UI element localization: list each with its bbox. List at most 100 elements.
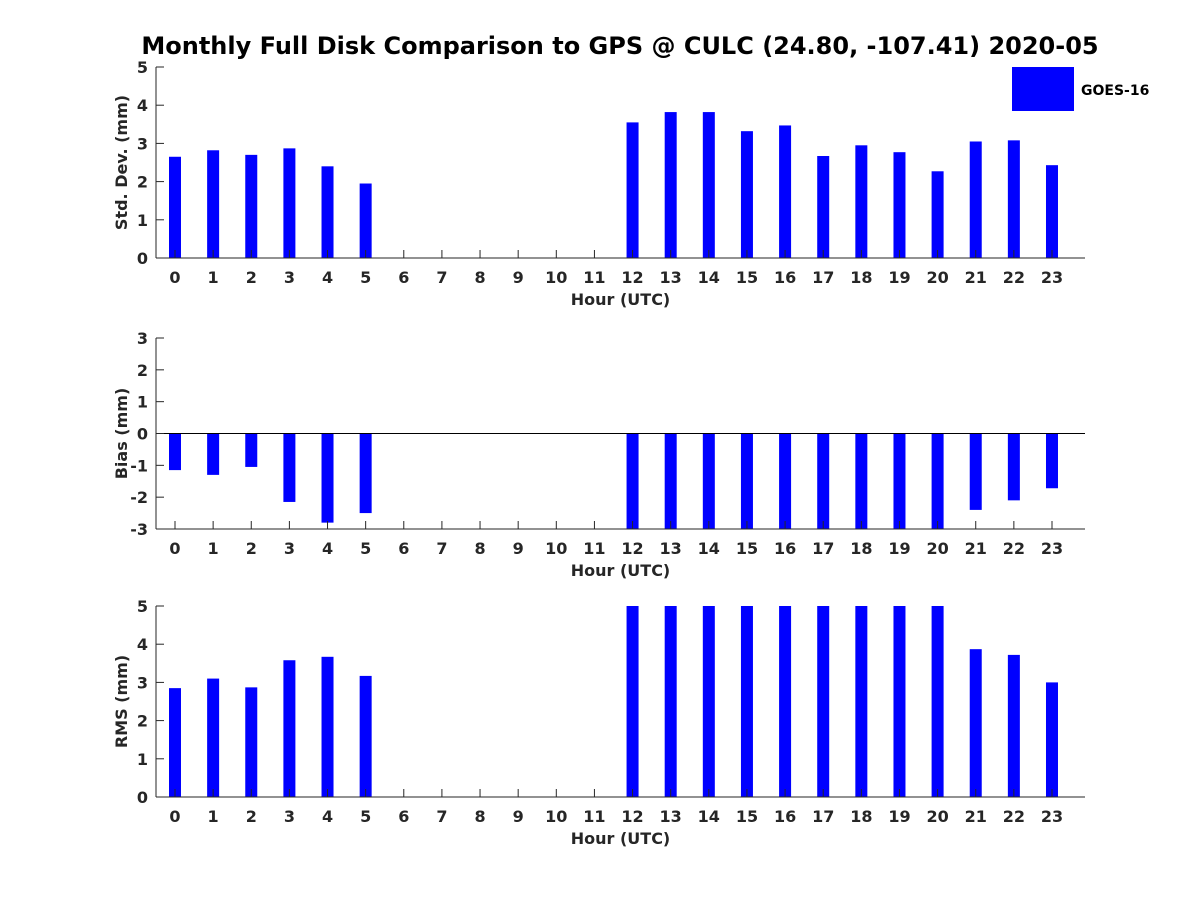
bias-bar-0 [169,433,181,471]
rms-bar-17 [817,606,830,797]
bias-ytick-label: -1 [130,456,148,475]
rms-xtick-label: 8 [474,807,485,826]
rms-bar-22 [1007,654,1020,797]
rms-ytick-label: 2 [137,712,148,731]
std-dev-xtick-label: 10 [545,268,567,287]
bias-bar-17 [817,433,830,529]
std-dev-xtick-label: 21 [965,268,987,287]
legend-label: GOES-16 [1081,83,1149,99]
rms-xtick-label: 22 [1003,807,1025,826]
std-dev-ytick-label: 4 [137,96,148,115]
rms-ytick-label: 1 [137,750,148,769]
bias-bar-15 [740,433,753,529]
std-dev-bar-17 [817,156,830,258]
std-dev-bar-1 [207,150,220,258]
rms-xtick-label: 9 [513,807,524,826]
std-dev-xtick-label: 3 [284,268,295,287]
bias-xtick-label: 16 [774,539,796,558]
rms-bar-14 [702,606,715,797]
rms-bar-21 [969,649,982,797]
std-dev-xtick-label: 6 [398,268,409,287]
bias-bar-16 [779,433,792,529]
std-dev-bar-20 [931,171,944,258]
legend-swatch [1012,67,1074,111]
std-dev-xtick-label: 1 [208,268,219,287]
bias-xtick-label: 0 [169,539,180,558]
rms-xtick-label: 21 [965,807,987,826]
rms-bar-1 [207,678,220,797]
rms-xtick-label: 19 [888,807,910,826]
rms-xtick-label: 11 [583,807,605,826]
std-dev-xtick-label: 20 [926,268,948,287]
bias-xtick-label: 4 [322,539,333,558]
bias-xtick-label: 9 [513,539,524,558]
rms-xtick-label: 16 [774,807,796,826]
std-dev-xtick-label: 0 [169,268,180,287]
rms-bar-12 [626,606,639,797]
bias-xtick-label: 21 [965,539,987,558]
rms-xtick-label: 23 [1041,807,1063,826]
rms-xtick-label: 5 [360,807,371,826]
rms-bar-16 [779,606,792,797]
bias-bar-14 [702,433,715,529]
rms-ytick-label: 5 [137,597,148,616]
std-dev-bar-23 [1045,165,1058,258]
bias-bar-4 [321,433,334,523]
rms-bar-19 [893,606,906,797]
rms-xtick-label: 3 [284,807,295,826]
chart-title: Monthly Full Disk Comparison to GPS @ CU… [141,32,1098,60]
bias-bar-2 [245,433,258,467]
rms-bar-15 [740,606,753,797]
std-dev-xtick-label: 8 [474,268,485,287]
bias-xtick-label: 23 [1041,539,1063,558]
std-dev-bar-16 [779,125,792,258]
bias-bar-22 [1007,433,1020,501]
rms-bar-20 [931,606,944,797]
rms-bar-18 [855,606,868,797]
bias-xtick-label: 7 [436,539,447,558]
std-dev-xtick-label: 16 [774,268,796,287]
rms-bar-23 [1045,682,1058,797]
rms-ytick-label: 0 [137,788,148,807]
std-dev-bar-22 [1007,140,1020,258]
rms-xtick-label: 7 [436,807,447,826]
rms-bar-5 [359,675,372,797]
rms-xtick-label: 12 [621,807,643,826]
legend: GOES-16 [1012,67,1149,111]
std-dev-xtick-label: 22 [1003,268,1025,287]
rms-ytick-label: 3 [137,673,148,692]
rms-xtick-label: 4 [322,807,333,826]
std-dev-ytick-label: 3 [137,134,148,153]
std-dev-bar-3 [283,148,296,258]
std-dev-xtick-label: 12 [621,268,643,287]
bias-bar-13 [664,433,677,529]
bias-bar-20 [931,433,944,529]
std-dev-xtick-label: 23 [1041,268,1063,287]
bias-xtick-label: 15 [736,539,758,558]
std-dev-bar-19 [893,152,906,258]
rms-bar-13 [664,606,677,797]
bias-xtick-label: 19 [888,539,910,558]
bias-xtick-label: 20 [926,539,948,558]
rms-xlabel: Hour (UTC) [571,829,671,848]
std-dev-xtick-label: 13 [660,268,682,287]
std-dev-xtick-label: 15 [736,268,758,287]
bias-xtick-label: 1 [208,539,219,558]
bias-bar-1 [207,433,220,475]
bias-ytick-label: 1 [137,393,148,412]
std-dev-bar-15 [740,131,753,258]
bias-bar-3 [283,433,296,502]
bias-xtick-label: 2 [246,539,257,558]
bias-xtick-label: 6 [398,539,409,558]
rms-bar-2 [245,687,258,797]
std-dev-ytick-label: 2 [137,173,148,192]
std-dev-ytick-label: 1 [137,211,148,230]
bias-xtick-label: 22 [1003,539,1025,558]
std-dev-bar-12 [626,122,639,258]
bias-xtick-label: 10 [545,539,567,558]
std-dev-xtick-label: 4 [322,268,333,287]
std-dev-bar-2 [245,154,258,258]
bias-bar-21 [969,433,982,510]
rms-ylabel: RMS (mm) [112,655,131,748]
